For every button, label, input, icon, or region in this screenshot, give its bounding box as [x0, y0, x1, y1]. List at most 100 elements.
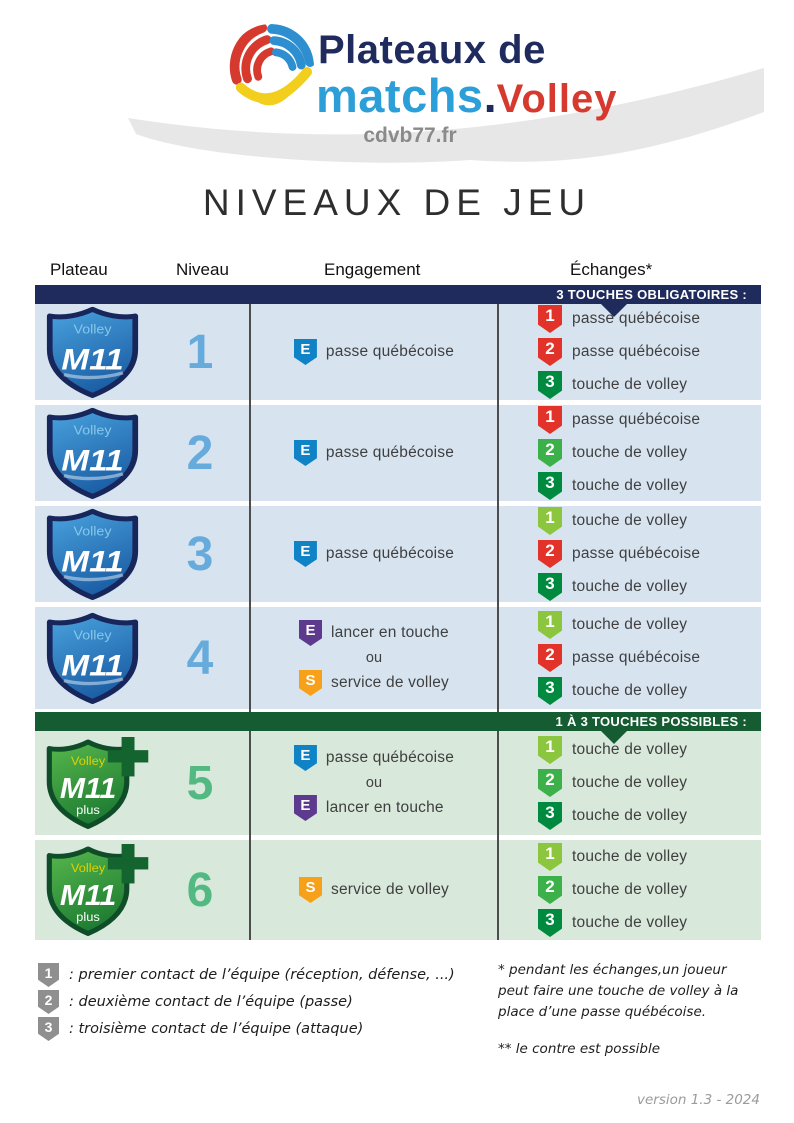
exchange-item: 2 passe québécoise	[538, 540, 700, 568]
svg-text:M11: M11	[61, 649, 123, 682]
engagement-item: E lancer en touche	[293, 795, 444, 821]
level-number: 1	[186, 325, 214, 379]
touch-1-badge: 1	[538, 507, 562, 535]
engagement-cell: S service de volley	[250, 840, 498, 940]
table-row-level-2: Volley M11 2 E passe québécoise 1 passe …	[35, 405, 761, 501]
echanges-cell: 1 touche de volley 2 passe québécoise 3 …	[498, 607, 761, 709]
echanges-cell: 1 touche de volley 2 passe québécoise 3 …	[498, 506, 761, 602]
legend-text: : troisième contact de l’équipe (attaque…	[69, 1021, 364, 1037]
niveau-cell: 2	[150, 405, 250, 501]
touch-1-badge: 1	[538, 406, 562, 434]
engagement-badge-e: E	[293, 339, 317, 365]
banner-arrow-down-blue	[601, 304, 627, 317]
engagement-label: lancer en touche	[331, 624, 449, 641]
touch-2-badge: 2	[538, 540, 562, 568]
ribbon-swoosh-graphic	[128, 68, 764, 163]
svg-text:M11: M11	[61, 343, 123, 376]
exchange-label: touche de volley	[572, 881, 688, 898]
plateau-cell: Volley M11	[35, 405, 150, 501]
touch-2-badge: 2	[538, 439, 562, 467]
footnote-double-asterisk: ** le contre est possible	[498, 1040, 661, 1057]
niveau-cell: 3	[150, 506, 250, 602]
plus-sign-icon	[107, 844, 149, 884]
exchange-item: 3 touche de volley	[538, 909, 687, 937]
exchange-item: 3 touche de volley	[538, 472, 687, 500]
engagement-cell: E lancer en touche ou S service de volle…	[250, 607, 498, 709]
touch-2-badge: 2	[538, 644, 562, 672]
engagement-item: E lancer en touche	[299, 620, 449, 646]
logo-matchs: matchs	[316, 69, 484, 122]
legend-badge-2: 2	[38, 990, 59, 1014]
table-row-level-4: Volley M11 4 E lancer en touche ou S ser…	[35, 607, 761, 709]
exchange-item: 1 touche de volley	[538, 736, 687, 764]
engagement-label: passe québécoise	[325, 545, 455, 562]
plateau-cell: Volley M11 plus	[35, 840, 150, 940]
niveau-cell: 6	[150, 840, 250, 940]
version-label: version 1.3 - 2024	[636, 1092, 760, 1108]
touch-2-badge: 2	[538, 338, 562, 366]
engagement-or-separator: ou	[365, 650, 383, 666]
engagement-options: E lancer en touche ou S service de volle…	[299, 620, 449, 696]
exchange-label: touche de volley	[572, 848, 688, 865]
section-banner-possibles: 1 À 3 TOUCHES POSSIBLES :	[35, 712, 761, 731]
exchange-label: passe québécoise	[572, 411, 701, 428]
touch-2-badge: 2	[538, 876, 562, 904]
column-header-echanges: Échanges*	[570, 260, 653, 279]
touch-3-badge: 3	[538, 573, 562, 601]
exchange-item: 3 touche de volley	[538, 371, 687, 399]
engagement-cell: E passe québécoise	[250, 304, 498, 400]
footnotes: * pendant les échanges,un joueur peut fa…	[498, 960, 758, 1060]
touch-legend: 1 : premier contact de l’équipe (récepti…	[38, 963, 455, 1041]
exchange-item: 2 touche de volley	[538, 876, 687, 904]
engagement-label: passe québécoise	[325, 749, 455, 766]
banner-arrow-down-green	[601, 731, 627, 744]
engagement-or-separator: ou	[365, 775, 383, 791]
exchange-item: 1 touche de volley	[538, 507, 687, 535]
plateau-cell: Volley M11 plus	[35, 731, 150, 835]
legend-text: : premier contact de l’équipe (réception…	[69, 967, 455, 983]
exchange-label: touche de volley	[572, 774, 688, 791]
touch-1-badge: 1	[538, 843, 562, 871]
engagement-item: E passe québécoise	[293, 440, 455, 466]
touch-3-badge: 3	[538, 371, 562, 399]
svg-text:Volley: Volley	[74, 322, 112, 336]
engagement-badge-e: E	[293, 745, 317, 771]
echanges-cell: 1 touche de volley 2 touche de volley 3 …	[498, 731, 761, 835]
legend-row: 2 : deuxième contact de l’équipe (passe)	[38, 990, 455, 1014]
table-row-level-6: Volley M11 plus 6 S service de volley 1 …	[35, 840, 761, 940]
column-divider	[249, 304, 251, 940]
exchange-label: touche de volley	[572, 807, 688, 824]
touch-1-badge: 1	[538, 611, 562, 639]
svg-text:M11: M11	[61, 545, 123, 578]
level-number: 6	[186, 863, 214, 917]
exchange-item: 3 touche de volley	[538, 677, 687, 705]
engagement-item: E passe québécoise	[293, 339, 455, 365]
touch-2-badge: 2	[538, 769, 562, 797]
engagement-badge-e: E	[293, 541, 317, 567]
column-header-niveau: Niveau	[176, 260, 229, 279]
svg-text:plus: plus	[76, 803, 100, 817]
legend-badge-3: 3	[38, 1017, 59, 1041]
engagement-label: passe québécoise	[325, 343, 455, 360]
plateau-cell: Volley M11	[35, 506, 150, 602]
level-number: 2	[186, 426, 214, 480]
engagement-badge-e: E	[293, 795, 317, 821]
logo-dot: .	[483, 69, 497, 122]
exchange-item: 2 passe québécoise	[538, 338, 700, 366]
logo-site-url: cdvb77.fr	[363, 124, 457, 147]
m11-plus-shield-badge: Volley M11 plus	[46, 844, 149, 936]
engagement-badge-e: E	[293, 440, 317, 466]
exchange-item: 3 touche de volley	[538, 573, 687, 601]
engagement-label: passe québécoise	[325, 444, 455, 461]
svg-text:Volley: Volley	[71, 754, 106, 768]
exchange-label: passe québécoise	[572, 343, 701, 360]
svg-text:M11: M11	[60, 879, 116, 911]
column-header-engagement: Engagement	[324, 260, 421, 279]
touch-1-badge: 1	[538, 736, 562, 764]
svg-text:Volley: Volley	[74, 524, 112, 538]
exchange-label: touche de volley	[572, 741, 688, 758]
exchange-item: 2 passe québécoise	[538, 644, 700, 672]
engagement-cell: E passe québécoise	[250, 506, 498, 602]
touch-3-badge: 3	[538, 802, 562, 830]
